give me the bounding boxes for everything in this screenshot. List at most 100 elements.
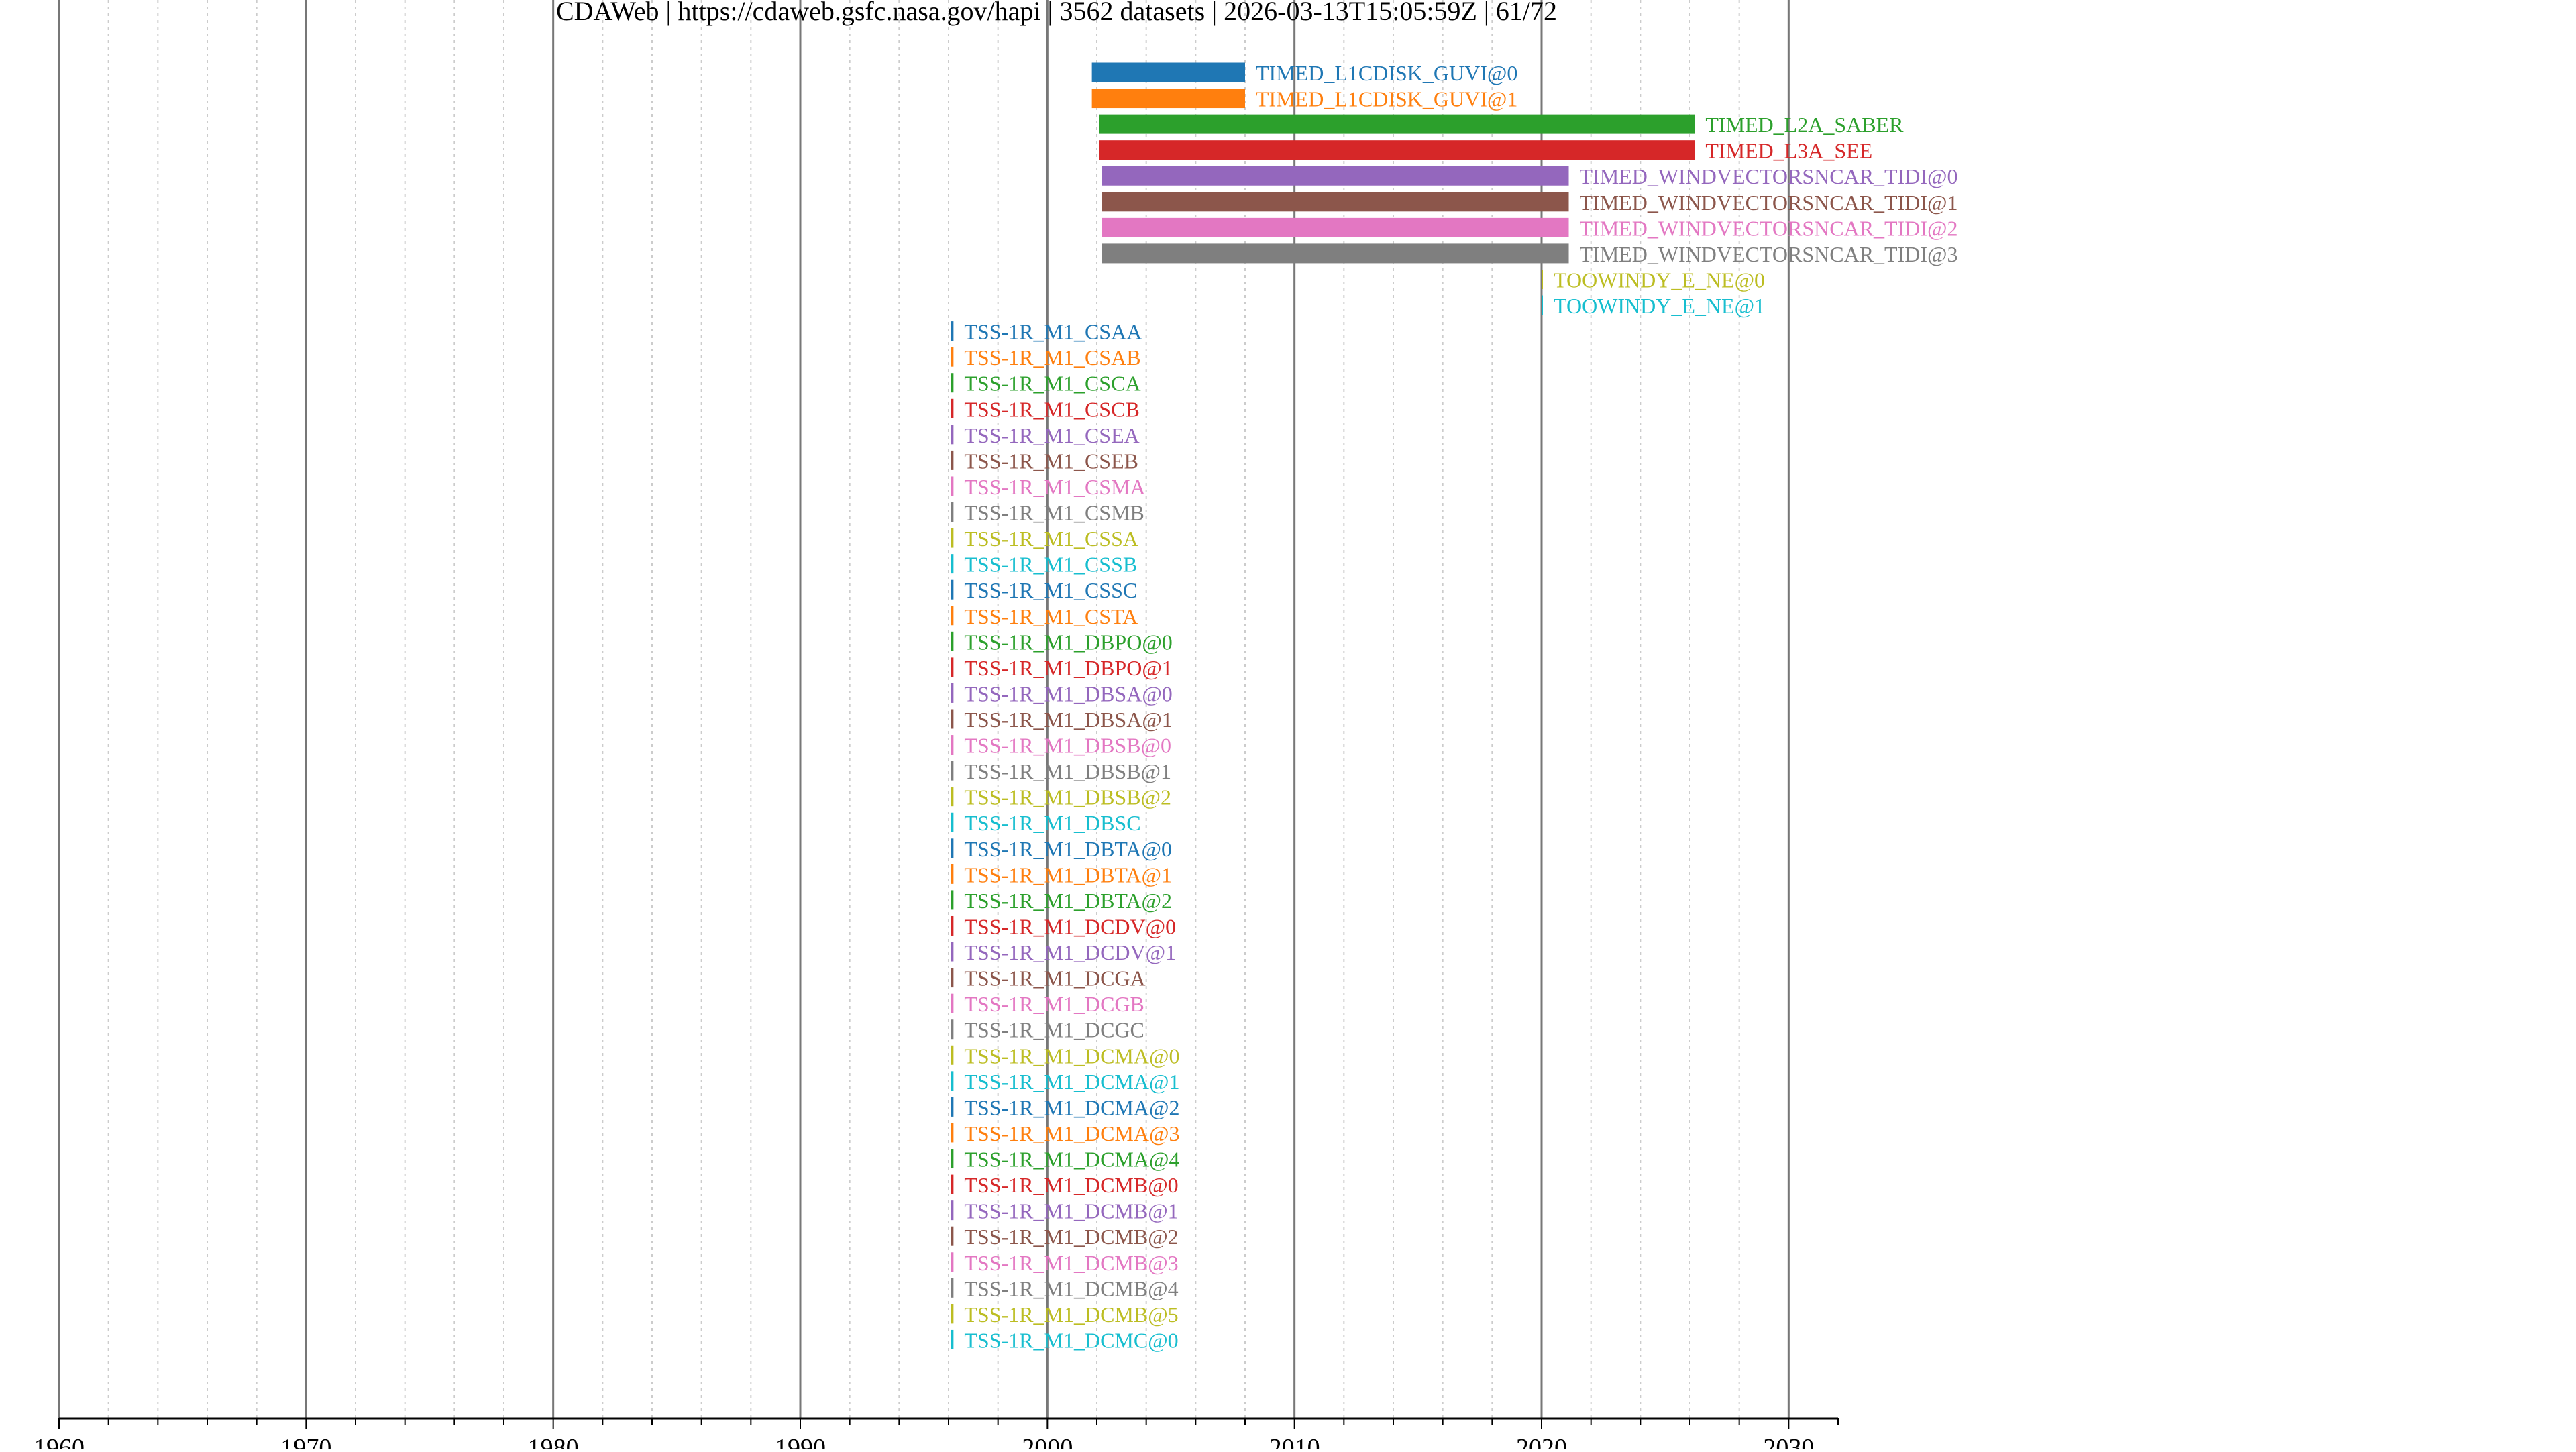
- bar-label: TSS-1R_M1_DCMB@3: [964, 1251, 1178, 1275]
- bar: [951, 968, 954, 988]
- bar-label: TSS-1R_M1_DCMC@0: [964, 1328, 1178, 1352]
- bar-label: TSS-1R_M1_DBTA@0: [964, 837, 1172, 861]
- bar-label: TSS-1R_M1_DCMA@0: [964, 1044, 1179, 1068]
- bar-label: TSS-1R_M1_DBPO@1: [964, 656, 1172, 680]
- bar-label: TSS-1R_M1_DCMB@2: [964, 1225, 1178, 1249]
- bar-label: TSS-1R_M1_CSSC: [964, 578, 1137, 602]
- bar-label: TSS-1R_M1_DCMA@1: [964, 1070, 1179, 1094]
- bar: [951, 761, 954, 781]
- bar-label: TSS-1R_M1_DBSA@0: [964, 681, 1172, 706]
- bar-group: [951, 62, 1695, 1349]
- bar-label: TSS-1R_M1_DBSB@2: [964, 785, 1171, 809]
- bar: [951, 528, 954, 548]
- bar-label: TSS-1R_M1_DCGB: [964, 992, 1144, 1016]
- bar: [951, 579, 954, 600]
- x-tick-label: 2030: [1763, 1434, 1814, 1449]
- x-tick-label: 1970: [280, 1434, 331, 1449]
- bar-label: TSS-1R_M1_DCMA@2: [964, 1095, 1179, 1119]
- bar: [951, 683, 954, 703]
- bar: [951, 657, 954, 677]
- bar-label: TIMED_L1CDISK_GUVI@1: [1256, 87, 1517, 111]
- bar: [951, 1097, 954, 1117]
- bar: [1102, 217, 1569, 237]
- bar: [951, 812, 954, 832]
- bar-label: TSS-1R_M1_CSTA: [964, 604, 1138, 628]
- bar: [951, 373, 954, 393]
- x-axis: 1960 1970 1980 1990 2000 2010 2020 2030: [34, 1417, 1839, 1452]
- bar-label: TSS-1R_M1_CSAB: [964, 345, 1140, 370]
- bar: [951, 1149, 954, 1169]
- bar-label: TOOWINDY_E_NE@0: [1554, 268, 1765, 292]
- bar: [1091, 62, 1245, 82]
- bar: [951, 787, 954, 807]
- bar-label: TSS-1R_M1_DCGC: [964, 1018, 1144, 1042]
- bar-label: TSS-1R_M1_CSSA: [964, 526, 1138, 551]
- bar: [951, 631, 954, 651]
- bar-label: TSS-1R_M1_CSCA: [964, 372, 1140, 396]
- bar: [951, 1278, 954, 1298]
- bar-label: TSS-1R_M1_CSMA: [964, 475, 1145, 499]
- bar-label: TSS-1R_M1_DCMB@0: [964, 1173, 1178, 1197]
- bar-label: TSS-1R_M1_DCMA@3: [964, 1121, 1179, 1146]
- bar: [1102, 166, 1569, 186]
- bar-label: TIMED_L1CDISK_GUVI@0: [1256, 61, 1517, 85]
- bar: [951, 1252, 954, 1272]
- bar-label: TIMED_WINDVECTORSNCAR_TIDI@2: [1580, 216, 1958, 240]
- bar: [1542, 295, 1543, 315]
- bar: [1091, 89, 1245, 109]
- bar: [951, 1226, 954, 1246]
- bar: [951, 398, 954, 418]
- bar-label: TIMED_WINDVECTORSNCAR_TIDI@0: [1580, 164, 1958, 188]
- bar-label: TSS-1R_M1_DCMA@4: [964, 1148, 1179, 1172]
- bar-label: TSS-1R_M1_DBSC: [964, 811, 1140, 835]
- bar-label: TSS-1R_M1_DBTA@2: [964, 889, 1172, 913]
- bar: [951, 1045, 954, 1065]
- bar: [951, 890, 954, 910]
- bar-label: TIMED_L3A_SEE: [1705, 139, 1872, 163]
- bar: [951, 915, 954, 936]
- bar-label: TSS-1R_M1_CSAA: [964, 320, 1142, 344]
- bar-label: TSS-1R_M1_DBSA@1: [964, 708, 1172, 732]
- bar: [951, 1200, 954, 1221]
- bar-label: TSS-1R_M1_CSEB: [964, 449, 1138, 473]
- bar: [951, 864, 954, 884]
- x-tick-label: 2020: [1516, 1434, 1567, 1449]
- bar-label: TSS-1R_M1_DCDV@1: [964, 940, 1176, 964]
- bar-label: TSS-1R_M1_CSSB: [964, 553, 1137, 577]
- bar-label: TIMED_WINDVECTORSNCAR_TIDI@1: [1580, 190, 1958, 215]
- bar-label: TSS-1R_M1_DBSB@0: [964, 734, 1171, 758]
- bar-label: TSS-1R_M1_DCMB@5: [964, 1302, 1178, 1327]
- bar-label-group: TIMED_L1CDISK_GUVI@0TIMED_L1CDISK_GUVI@1…: [964, 61, 1957, 1352]
- bar: [951, 425, 954, 445]
- x-tick-label: 1990: [775, 1434, 826, 1449]
- bar: [1102, 192, 1569, 212]
- bar-label: TIMED_L2A_SABER: [1705, 113, 1904, 137]
- bar-label: TIMED_WINDVECTORSNCAR_TIDI@3: [1580, 242, 1958, 266]
- bar: [951, 942, 954, 962]
- bar-label: TSS-1R_M1_DBPO@0: [964, 630, 1172, 654]
- bar-label: TSS-1R_M1_DCGA: [964, 966, 1145, 991]
- bar: [951, 606, 954, 626]
- x-tick-label: 1980: [528, 1434, 579, 1449]
- bar: [1542, 269, 1543, 289]
- bar: [951, 321, 954, 341]
- bar-label: TSS-1R_M1_DCMB@1: [964, 1199, 1178, 1223]
- bar: [1099, 140, 1695, 160]
- bar: [951, 735, 954, 755]
- x-tick-label: 2000: [1022, 1434, 1073, 1449]
- chart-title: CDAWeb | https://cdaweb.gsfc.nasa.gov/ha…: [556, 0, 1557, 26]
- bar: [1102, 243, 1569, 264]
- bar: [951, 709, 954, 729]
- bar: [951, 554, 954, 574]
- bar: [951, 476, 954, 496]
- bar: [951, 1304, 954, 1324]
- bar: [951, 1123, 954, 1143]
- bar: [951, 993, 954, 1013]
- bar: [1099, 114, 1695, 134]
- bar: [951, 838, 954, 858]
- bar-label: TSS-1R_M1_CSMB: [964, 501, 1144, 525]
- bar-label: TSS-1R_M1_CSCB: [964, 397, 1139, 421]
- bar-label: TOOWINDY_E_NE@1: [1554, 294, 1765, 318]
- bar-label: TSS-1R_M1_DBSB@1: [964, 759, 1171, 783]
